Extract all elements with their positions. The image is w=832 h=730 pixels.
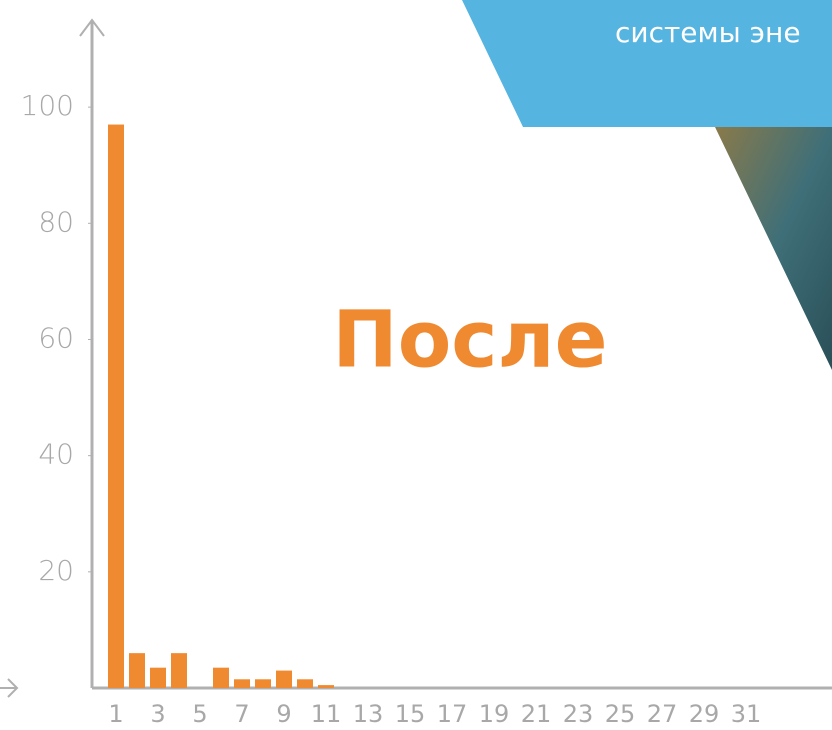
banner-text: системы эне: [615, 16, 801, 49]
x-tick-label: 13: [353, 700, 384, 728]
x-tick-label: 27: [647, 700, 678, 728]
bar: [171, 653, 187, 688]
bar: [129, 653, 145, 688]
x-tick-label: 15: [395, 700, 426, 728]
bar: [234, 679, 250, 688]
photo: [715, 127, 832, 370]
x-tick-label: 31: [731, 700, 762, 728]
bar: [108, 124, 124, 688]
bar: [318, 685, 334, 688]
y-tick-label: 60: [38, 321, 74, 354]
x-arrow: [7, 678, 19, 698]
banner: [462, 0, 832, 127]
y-tick-label: 40: [38, 438, 74, 471]
x-tick-label: 3: [150, 700, 165, 728]
x-tick-label: 19: [479, 700, 510, 728]
x-tick-label: 17: [437, 700, 468, 728]
x-tick-label: 23: [563, 700, 594, 728]
y-tick-label: 80: [38, 205, 74, 238]
bar: [276, 670, 292, 688]
x-tick-label: 7: [234, 700, 249, 728]
x-tick-label: 5: [192, 700, 207, 728]
bar: [255, 679, 271, 688]
x-tick-label: 21: [521, 700, 552, 728]
y-tick-label: 20: [38, 554, 74, 587]
chart-title: После: [332, 295, 607, 385]
y-tick-label: 100: [21, 89, 74, 122]
bar: [297, 679, 313, 688]
x-tick-label: 9: [276, 700, 291, 728]
x-tick-label: 11: [311, 700, 342, 728]
y-arrow: [79, 18, 105, 37]
x-tick-label: 25: [605, 700, 636, 728]
bar: [213, 667, 229, 688]
x-tick-label: 1: [108, 700, 123, 728]
bar: [150, 667, 166, 688]
x-tick-label: 29: [689, 700, 720, 728]
